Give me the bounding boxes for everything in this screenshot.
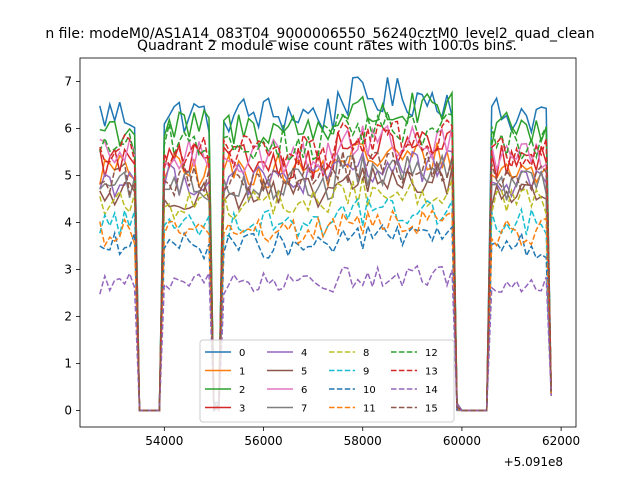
x-tick-label: 56000: [244, 434, 282, 448]
legend-label-9: 9: [363, 367, 369, 378]
series-line-14: [99, 264, 552, 412]
y-tick-label: 3: [64, 263, 72, 277]
x-tick-label: 58000: [344, 434, 382, 448]
plot-area: [99, 76, 552, 413]
legend-label-1: 1: [239, 367, 245, 378]
figure-suptitle: n file: modeM0/AS1A14_083T04_9000006550_…: [45, 26, 594, 42]
x-tick-label: 62000: [542, 434, 580, 448]
legend-label-12: 12: [425, 348, 438, 359]
y-axis: 0 1 2 3 4 5 6 7: [64, 75, 80, 418]
series-line-10: [99, 223, 552, 412]
legend-label-10: 10: [363, 385, 376, 396]
legend-label-4: 4: [301, 348, 307, 359]
legend-label-8: 8: [363, 348, 369, 359]
x-tick-label: 60000: [443, 434, 481, 448]
legend-label-3: 3: [239, 404, 245, 415]
y-tick-label: 1: [64, 357, 72, 371]
legend-box: [199, 339, 455, 423]
x-tick-label: 54000: [145, 434, 183, 448]
y-tick-label: 7: [64, 75, 72, 89]
legend-label-14: 14: [425, 385, 438, 396]
legend-label-15: 15: [425, 404, 438, 415]
series-line-9: [99, 196, 552, 412]
x-offset-label: +5.091e8: [504, 455, 563, 469]
legend-label-6: 6: [301, 385, 307, 396]
legend-label-2: 2: [239, 385, 245, 396]
chart-title: Quadrant 2 module wise count rates with …: [137, 38, 517, 54]
legend-label-7: 7: [301, 404, 307, 415]
legend-label-0: 0: [239, 348, 245, 359]
y-tick-label: 4: [64, 216, 72, 230]
legend-label-13: 13: [425, 367, 438, 378]
y-tick-label: 5: [64, 169, 72, 183]
y-tick-label: 0: [64, 404, 72, 418]
y-tick-label: 6: [64, 122, 72, 136]
x-axis: 54000 56000 58000 60000 62000: [145, 427, 580, 448]
axes-frame: [79, 57, 577, 428]
legend-label-5: 5: [301, 367, 307, 378]
y-tick-label: 2: [64, 310, 72, 324]
legend-label-11: 11: [363, 404, 376, 415]
